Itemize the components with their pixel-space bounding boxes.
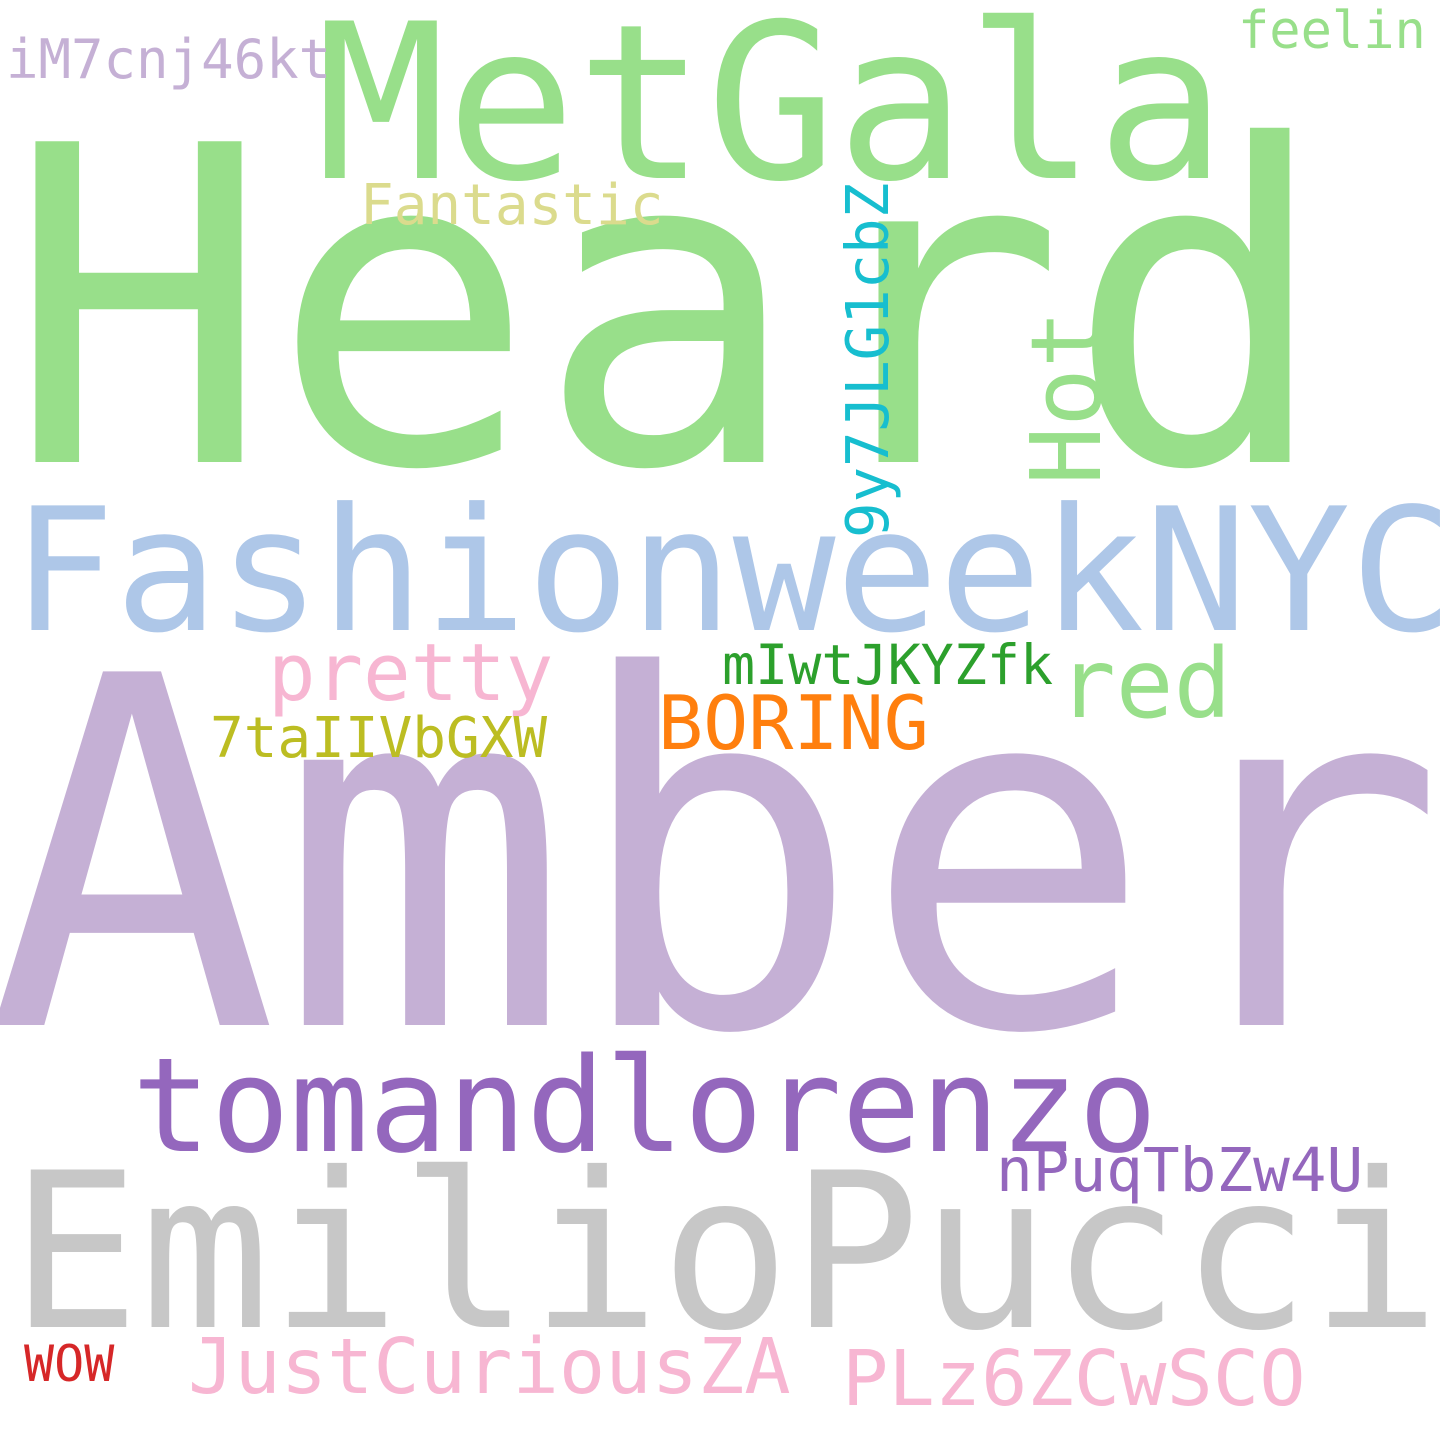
word-justcuriousza: JustCuriousZA xyxy=(188,1323,791,1412)
word-hot: Hot xyxy=(1010,309,1123,485)
word-fantastic: Fantastic xyxy=(360,173,664,238)
word-red: red xyxy=(1058,628,1232,740)
word-amber: Amber xyxy=(0,576,1440,1140)
word-heard: Heard xyxy=(6,54,1331,566)
word-tomandlorenzo: tomandlorenzo xyxy=(132,1029,1158,1182)
word-boring: BORING xyxy=(658,679,929,767)
word-plz6zcwsco: PLz6ZCwSCO xyxy=(842,1335,1306,1424)
word-9y7jlg1cbz: 9y7JLG1cbZ xyxy=(833,182,902,538)
word-fashionweeknyc: FashionweekNYC xyxy=(12,472,1440,671)
word-wow: WOW xyxy=(24,1335,115,1393)
word-7taiivbgxw: 7taIIVbGXW xyxy=(210,706,548,771)
word-im7cnj46kt: iM7cnj46kt xyxy=(6,28,332,91)
word-pretty: pretty xyxy=(268,627,554,719)
word-metgala: MetGala xyxy=(316,0,1227,229)
word-npuqtbzw4u: nPuqTbZw4U xyxy=(996,1135,1364,1206)
word-emiliopucci: EmilioPucci xyxy=(10,1127,1440,1378)
word-miwtjkyzfk: mIwtJKYZfk xyxy=(722,633,1054,697)
word-feelin: feelin xyxy=(1238,1,1426,61)
